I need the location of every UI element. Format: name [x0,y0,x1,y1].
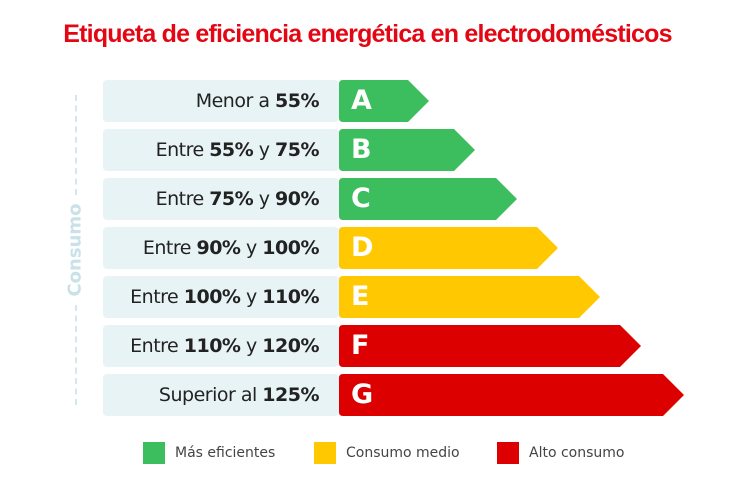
range-text: y [253,139,276,161]
range-label: Menor a 55% [103,80,339,122]
class-arrow: A [339,80,429,122]
class-arrow: F [339,325,641,367]
range-text: Superior al [158,384,263,406]
axis-line-bottom [75,305,77,405]
range-label: Entre 55% y 75% [103,129,339,171]
class-letter: F [351,330,370,361]
range-text: y [240,286,263,308]
range-text: y [253,188,276,210]
range-value-low: 125% [262,384,319,406]
range-text: Menor a [195,90,276,112]
range-label: Entre 110% y 120% [103,325,339,367]
arrow-shape [339,374,684,416]
range-text: y [240,335,263,357]
range-value-high: 120% [262,335,319,357]
range-text: Entre [155,188,210,210]
range-text: y [240,237,263,259]
legend-item: Alto consumo [497,442,624,464]
range-text: Entre [130,335,184,357]
legend-swatch [314,442,336,464]
class-letter: C [351,183,371,214]
range-value-low: 55% [275,90,319,112]
arrow-shape [339,227,558,269]
class-arrow: C [339,178,517,220]
range-label: Entre 90% y 100% [103,227,339,269]
axis-line-top [75,95,77,195]
legend-label: Alto consumo [529,445,625,461]
arrow-shape [339,325,641,367]
range-value-low: 75% [209,188,254,210]
arrow-shape [339,178,517,220]
legend-item: Más eficientes [143,442,275,464]
range-text: Entre [130,286,184,308]
class-letter: G [351,379,374,410]
range-text: Entre [155,139,210,161]
arrow-shape [339,276,600,318]
class-arrow: E [339,276,600,318]
range-value-low: 55% [209,139,254,161]
class-arrow: B [339,129,475,171]
arrow-shape [339,80,429,122]
legend-swatch [497,442,519,464]
class-letter: A [351,85,372,116]
arrow-shape [339,129,475,171]
class-arrow: D [339,227,558,269]
class-letter: D [351,232,374,263]
range-value-high: 100% [262,237,319,259]
range-value-high: 110% [262,286,319,308]
range-value-low: 90% [196,237,241,259]
range-text: Entre [142,237,197,259]
class-letter: E [351,281,370,312]
legend-label: Consumo medio [346,445,460,461]
range-value-low: 100% [183,286,241,308]
legend-label: Más eficientes [175,445,276,461]
page-title: Etiqueta de eficiencia energética en ele… [63,20,672,48]
range-value-high: 75% [275,139,319,161]
consumption-axis-label: Consumo [64,203,86,297]
range-label: Entre 75% y 90% [103,178,339,220]
class-arrow: G [339,374,684,416]
class-letter: B [351,134,372,165]
legend-item: Consumo medio [314,442,460,464]
range-label: Superior al 125% [103,374,339,416]
range-label: Entre 100% y 110% [103,276,339,318]
legend-swatch [143,442,165,464]
range-value-low: 110% [183,335,241,357]
range-value-high: 90% [275,188,319,210]
